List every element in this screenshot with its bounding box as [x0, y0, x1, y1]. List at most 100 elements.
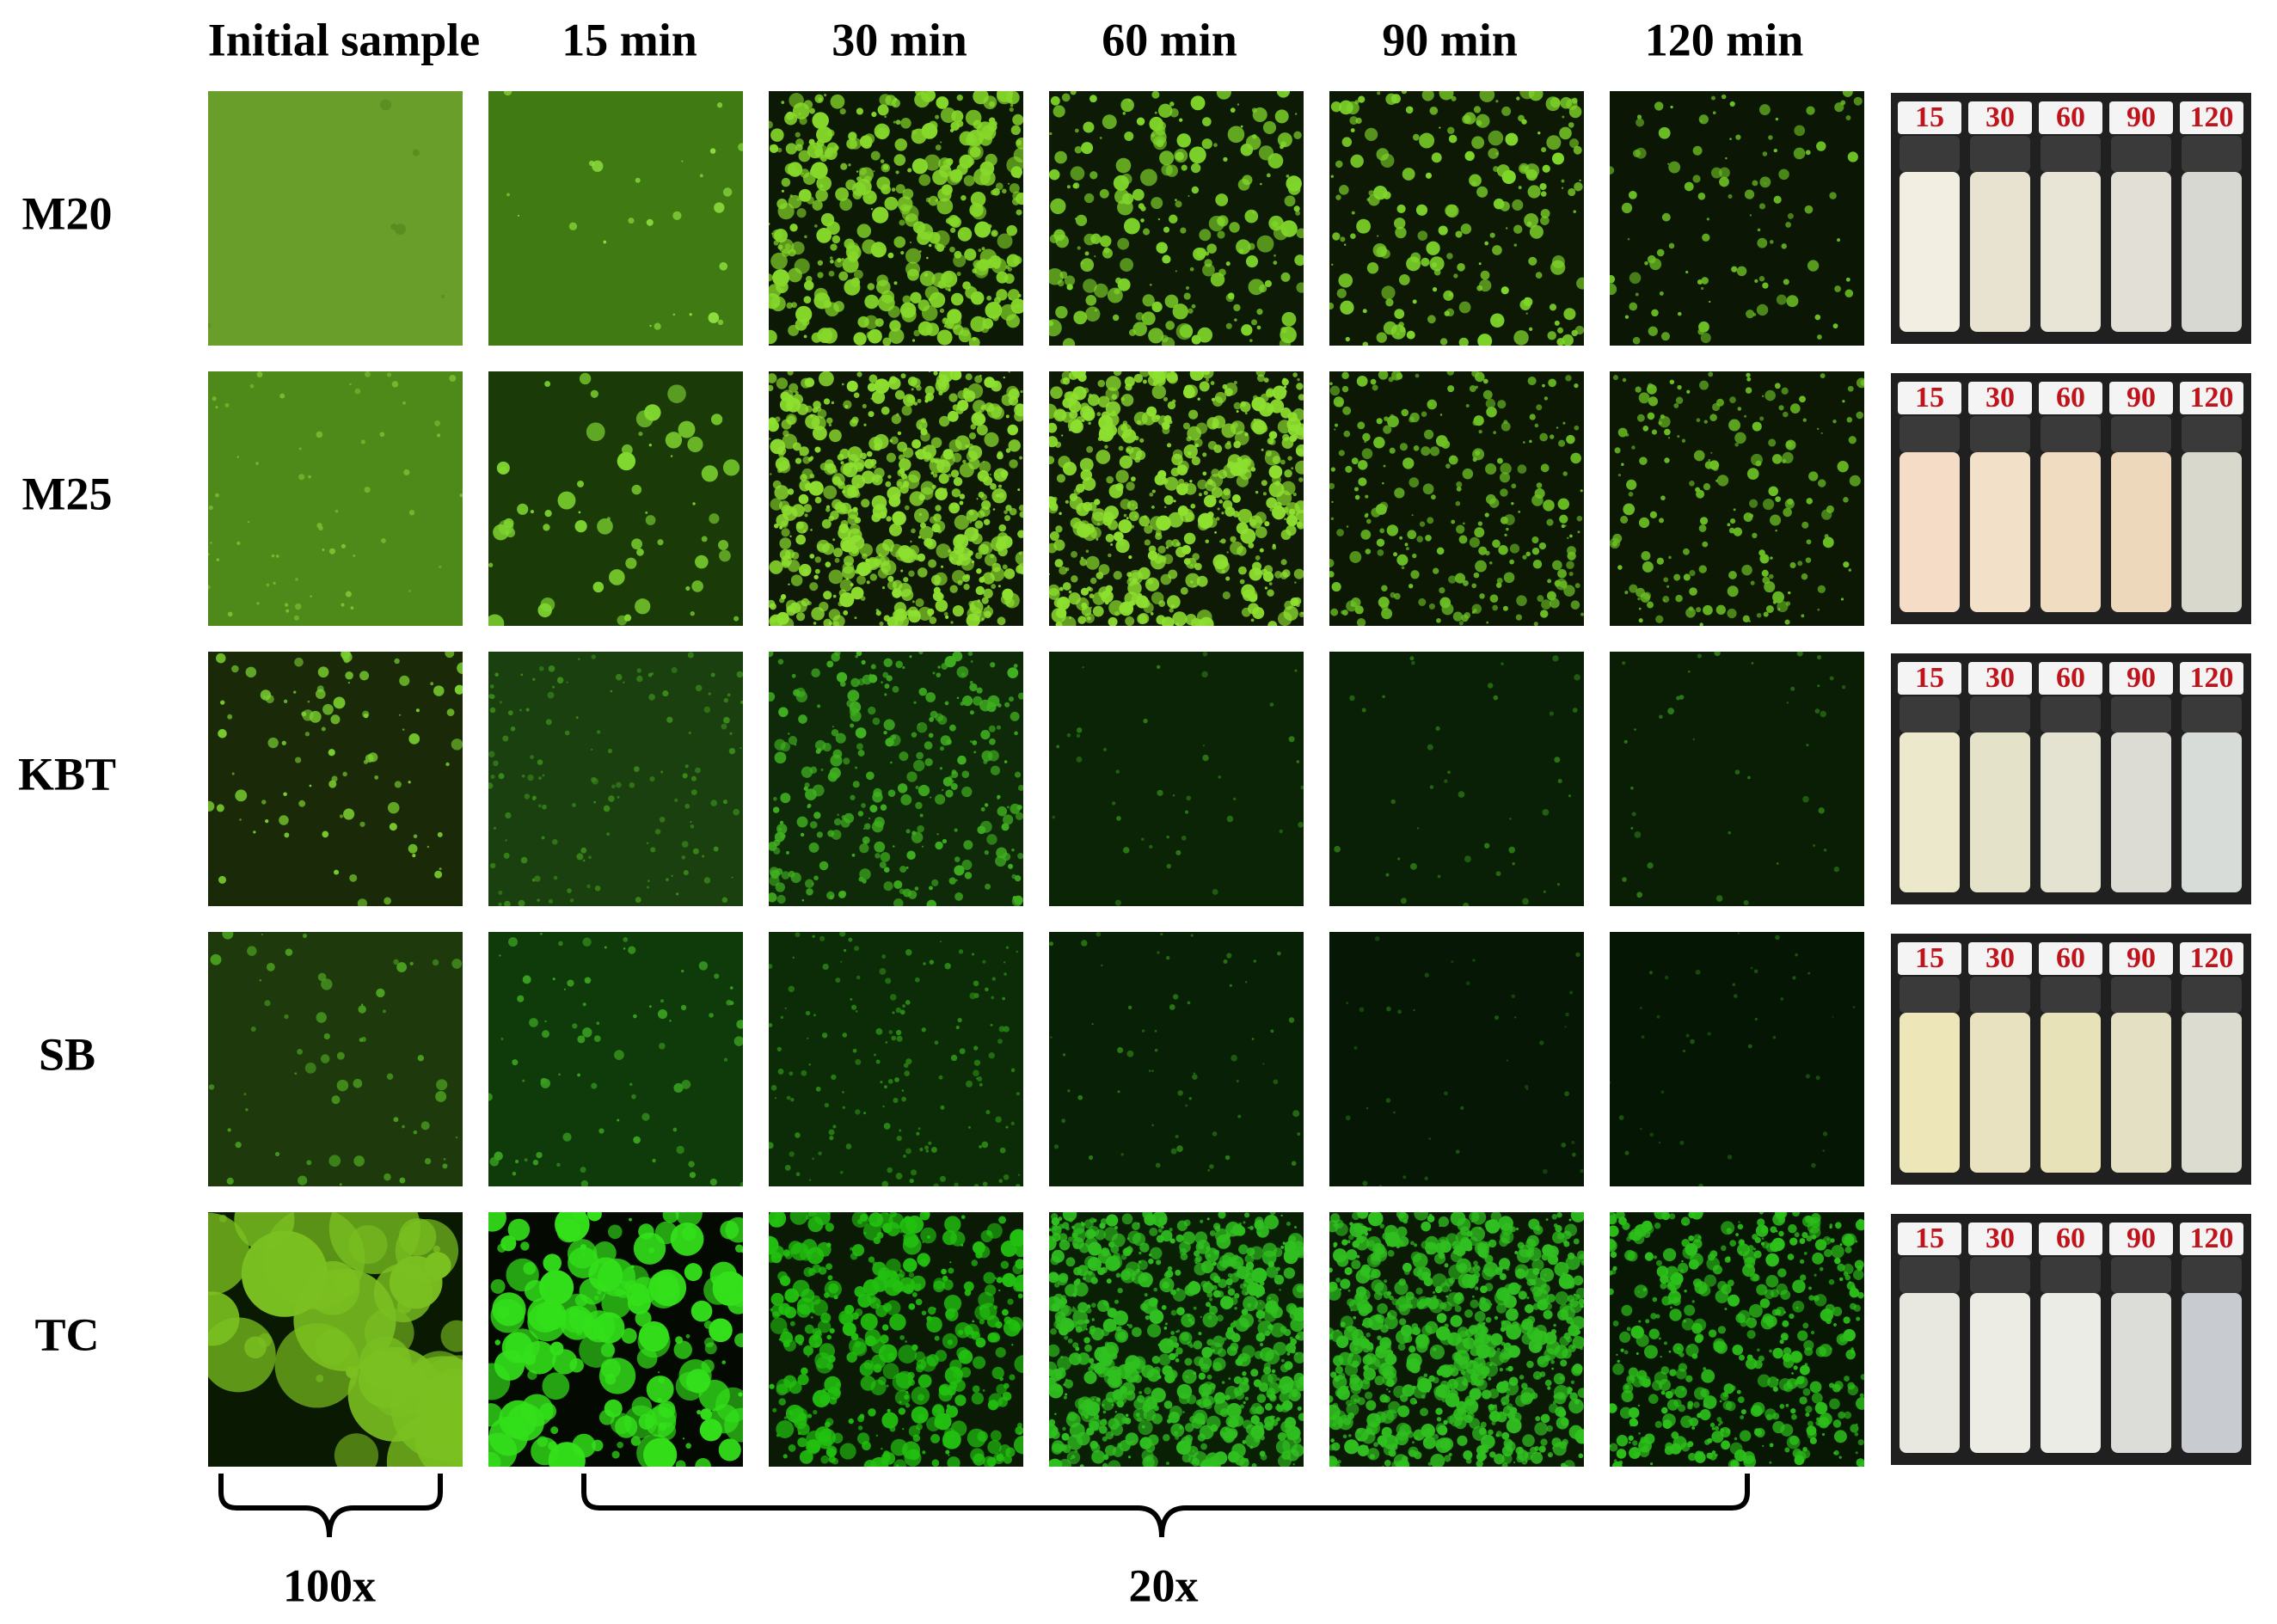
speckle: [1336, 288, 1347, 298]
speckle: [306, 1160, 312, 1166]
speckle: [1294, 581, 1297, 584]
speckle: [1737, 932, 1740, 935]
speckle: [256, 602, 260, 605]
speckle: [809, 554, 815, 559]
speckle: [1860, 379, 1864, 386]
speckle: [1402, 168, 1415, 181]
speckle: [1251, 1038, 1255, 1040]
speckle: [1236, 475, 1249, 487]
speckle: [1224, 388, 1233, 397]
speckle: [1167, 373, 1178, 384]
micrograph: [1049, 652, 1304, 906]
speckle: [1157, 103, 1173, 119]
micrograph: [1329, 652, 1584, 906]
speckle: [1649, 511, 1658, 518]
speckle: [901, 548, 918, 563]
speckle: [1762, 576, 1771, 585]
speckle: [1744, 189, 1755, 199]
speckle: [828, 270, 835, 277]
speckle: [899, 219, 905, 226]
speckle: [1393, 552, 1398, 557]
speckle: [1070, 166, 1085, 181]
speckle: [1054, 1282, 1060, 1288]
speckle: [948, 724, 956, 732]
speckle: [954, 1182, 959, 1186]
speckle: [1151, 132, 1156, 138]
speckle: [1295, 603, 1300, 608]
speckle: [1009, 696, 1015, 702]
speckle: [1225, 576, 1231, 581]
speckle: [839, 502, 852, 514]
speckle: [809, 821, 818, 829]
speckle: [1698, 524, 1707, 532]
speckle: [722, 800, 727, 805]
speckle: [835, 977, 841, 984]
speckle: [889, 994, 897, 1001]
speckle: [408, 781, 411, 784]
speckle: [1103, 512, 1114, 523]
speckle: [968, 337, 980, 346]
speckle: [734, 1333, 743, 1348]
speckle: [1274, 109, 1289, 124]
speckle: [1049, 503, 1059, 514]
speckle: [1380, 153, 1395, 168]
speckle: [1245, 1261, 1255, 1270]
speckle: [1621, 463, 1624, 466]
speckle: [1775, 935, 1780, 941]
vial-body: [2041, 732, 2101, 892]
speckle: [810, 1315, 813, 1319]
speckle: [1381, 608, 1393, 620]
vial-label: [1898, 662, 1961, 695]
speckle: [1184, 482, 1197, 495]
speckle: [1817, 585, 1826, 594]
speckle: [1419, 132, 1435, 149]
speckle: [1427, 744, 1433, 751]
speckle: [1370, 378, 1377, 385]
speckle: [885, 1041, 888, 1044]
speckle: [1451, 95, 1457, 101]
micrograph-content: [1049, 371, 1304, 626]
speckle: [413, 834, 418, 838]
speckle: [1151, 1124, 1154, 1127]
speckle: [527, 774, 534, 781]
speckle: [1065, 499, 1069, 504]
speckle: [1496, 578, 1503, 584]
speckle: [295, 757, 302, 763]
speckle: [1157, 1375, 1162, 1379]
speckle: [909, 655, 912, 659]
speckle: [1557, 498, 1570, 510]
speckle: [1460, 1106, 1464, 1110]
speckle: [722, 187, 733, 197]
speckle: [597, 518, 613, 535]
vial-body: [1970, 732, 2030, 892]
speckle: [889, 1314, 906, 1331]
speckle: [1696, 418, 1701, 423]
speckle: [690, 775, 697, 781]
speckle: [1489, 594, 1499, 604]
speckle: [1004, 515, 1011, 522]
vial-label: [1968, 662, 2032, 695]
speckle: [1209, 1164, 1214, 1169]
speckle: [1576, 277, 1584, 290]
speckle: [1085, 294, 1097, 306]
speckle: [886, 1384, 889, 1388]
speckle: [1624, 1150, 1629, 1155]
speckle: [1690, 1039, 1695, 1045]
speckle: [1535, 272, 1543, 279]
speckle: [1444, 1091, 1448, 1096]
speckle: [591, 654, 596, 659]
speckle: [942, 788, 944, 791]
speckle: [934, 1418, 945, 1429]
speckle: [1274, 254, 1276, 257]
speckle: [1190, 95, 1206, 111]
speckle: [341, 543, 347, 548]
speckle: [1120, 394, 1134, 407]
speckle: [552, 1349, 578, 1375]
speckle: [336, 1051, 345, 1060]
speckle: [928, 1141, 932, 1145]
speckle: [911, 600, 915, 604]
speckle: [499, 466, 507, 475]
speckle: [239, 818, 242, 821]
speckle: [918, 1374, 932, 1388]
speckle: [1807, 260, 1820, 272]
